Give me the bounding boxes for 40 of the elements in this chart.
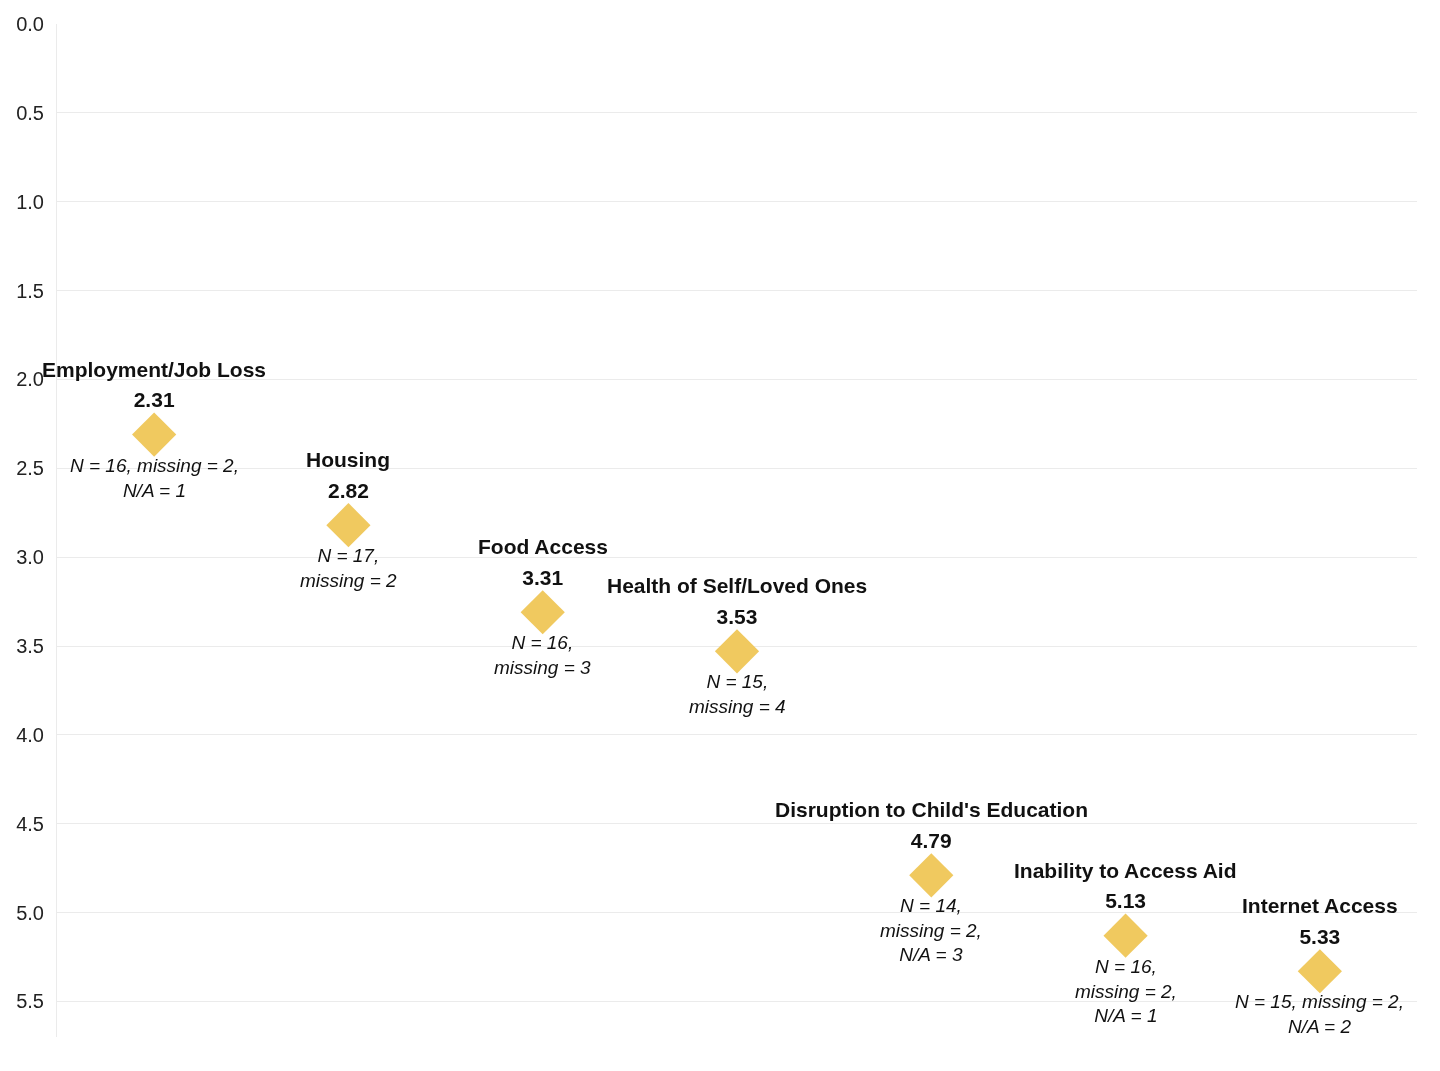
x-tick-label: Housing [306,448,390,471]
point [132,412,177,457]
annotation: N = 15, missing = 2, N/A = 2 [1235,991,1404,1037]
annotation: N = 16, missing = 3 [494,632,592,678]
data-label: 2.82 [327,478,369,502]
y-tick-label: 4.5 [16,812,44,835]
annotation: N = 16, missing = 2, N/A = 1 [1075,956,1177,1027]
annotation: N = 16, missing = 2, N/A = 1 [70,455,239,501]
y-tick-label: 0.5 [16,101,44,124]
point [1103,913,1148,958]
y-tick-label: 3.5 [16,635,44,658]
x-tick-label: Employment/Job Loss [42,358,267,381]
x-tick-label: Health of Self/Loved Ones [607,574,868,597]
y-tick-label: 2.5 [16,457,44,480]
annotation: N = 17, missing = 2 [300,545,398,591]
y-tick-label: 0.0 [16,13,44,35]
annotation: N = 14, missing = 2, N/A = 3 [880,895,982,966]
data-label: 2.31 [133,388,175,412]
annotation: N = 15, missing = 4 [689,671,786,717]
y-tick-label: 1.5 [16,279,44,302]
point [520,590,565,635]
data-label: 5.13 [1105,889,1147,913]
point [714,629,760,674]
x-tick-label: Food Access [478,535,608,558]
y-tick-label: 4.0 [16,723,44,746]
x-tick-label: Inability to Access Aid [1014,859,1237,882]
data-label: 3.53 [716,604,758,628]
y-tick-label: 5.5 [16,990,44,1013]
x-tick-label: Disruption to Child's Education [775,798,1088,821]
y-tick-label: 3.0 [16,546,44,569]
y-tick-label: 5.0 [16,901,44,924]
x-tick-label: Internet Access [1242,894,1398,917]
data-label: 3.31 [522,565,564,589]
point [909,853,954,898]
data-label: 5.33 [1299,924,1341,948]
data-label: 4.79 [910,828,952,852]
point [1297,949,1342,994]
y-tick-label: 1.0 [16,190,44,213]
y-tick-label: 2.0 [16,368,44,391]
point [326,503,371,548]
